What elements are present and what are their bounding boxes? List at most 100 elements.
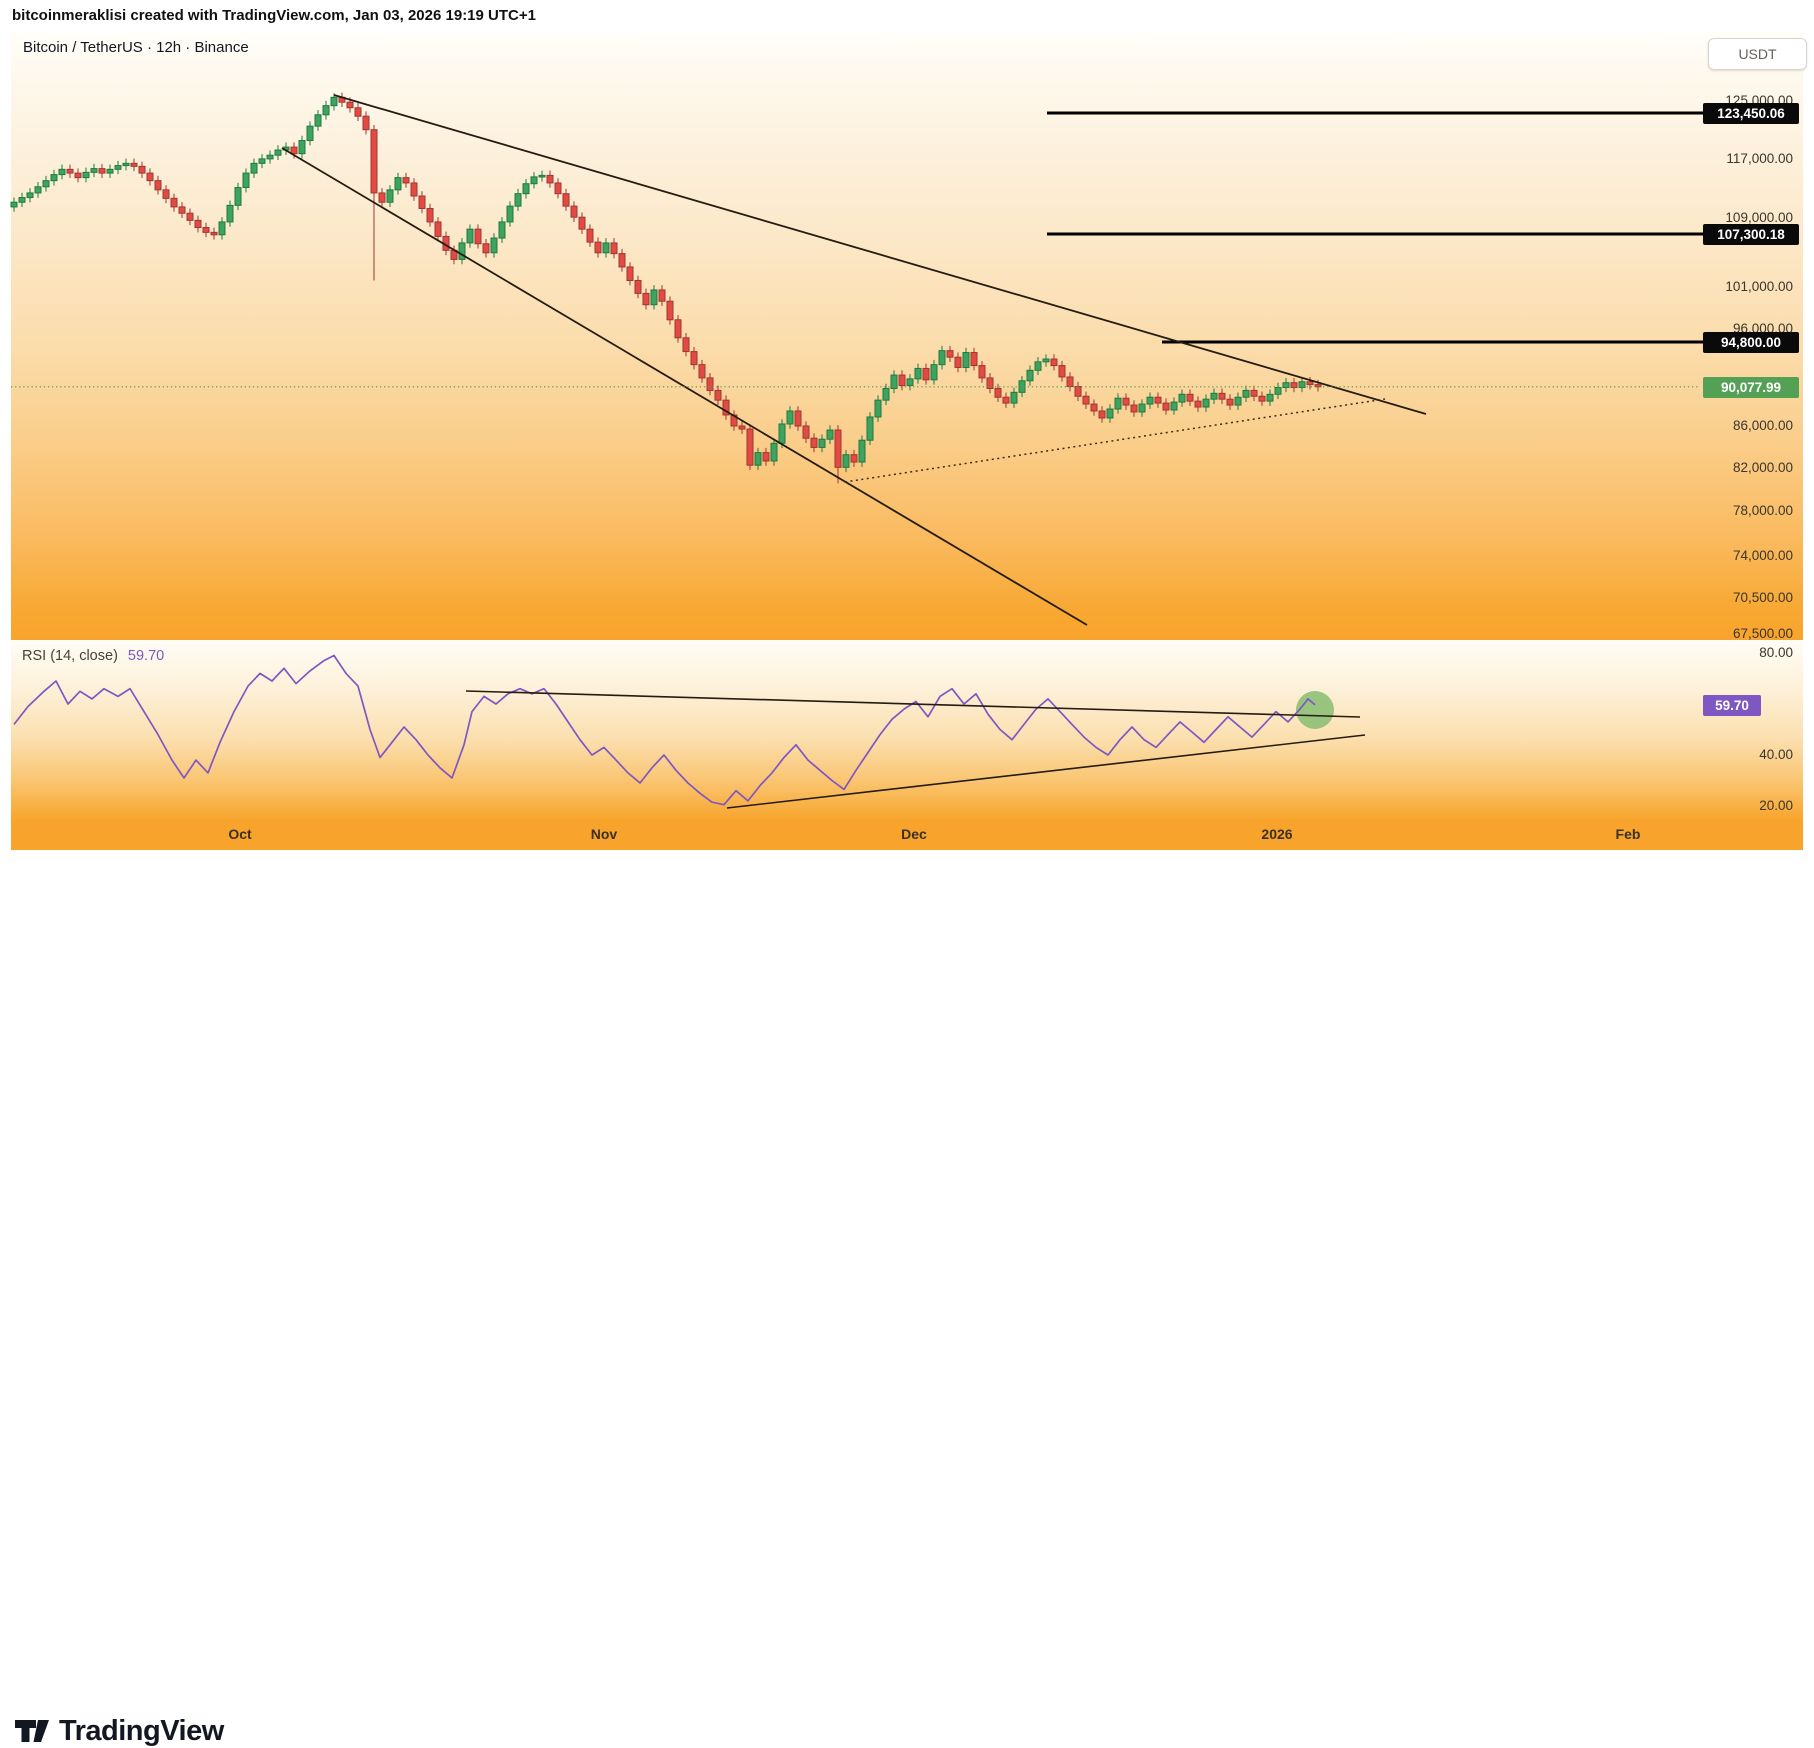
- candle-body: [370, 129, 378, 194]
- candle-body: [306, 125, 314, 142]
- candle-body: [434, 221, 442, 237]
- candle-body: [914, 367, 922, 380]
- candle-body: [586, 228, 594, 243]
- candle-body: [1202, 398, 1210, 408]
- candle-body: [1226, 398, 1234, 406]
- price-axis-label: 40.00: [1759, 747, 1793, 762]
- time-axis-label: 2026: [1261, 826, 1293, 842]
- price-badge: 107,300.18: [1703, 223, 1799, 245]
- rsi-trend-lower: [726, 734, 1366, 809]
- candle-body: [666, 300, 674, 321]
- candle-body: [330, 96, 338, 107]
- candle-body: [266, 154, 274, 160]
- rsi-pane-background: [11, 640, 1803, 820]
- candle-body: [202, 227, 210, 233]
- candle-body: [146, 172, 154, 182]
- candle-body: [850, 454, 858, 463]
- chart-canvas[interactable]: [0, 0, 1814, 925]
- candle-body: [866, 416, 874, 441]
- candle-body: [1130, 404, 1138, 413]
- candle-body: [194, 219, 202, 229]
- tradingview-logo-icon: [15, 1720, 49, 1742]
- candle-body: [298, 140, 306, 155]
- candle-body: [74, 172, 82, 179]
- candle-body: [554, 182, 562, 195]
- chart-area[interactable]: [11, 32, 1803, 850]
- price-axis-label: 67,500.00: [1732, 626, 1793, 641]
- candle-body: [170, 197, 178, 208]
- candle-body: [274, 149, 282, 156]
- candle-body: [602, 242, 610, 254]
- candle-body: [242, 172, 250, 189]
- candle-body: [1290, 382, 1298, 389]
- wedge-upper: [333, 94, 1427, 415]
- candle-body: [634, 280, 642, 294]
- rsi-highlight-circle: [1296, 691, 1334, 729]
- price-axis-label: 101,000.00: [1725, 279, 1793, 294]
- top-attribution-bar: bitcoinmeraklisi created with TradingVie…: [0, 0, 1814, 32]
- price-axis-label: 82,000.00: [1732, 460, 1793, 475]
- rsi-line: [13, 654, 1316, 806]
- candle-body: [522, 183, 530, 195]
- attribution-text: bitcoinmeraklisi created with TradingVie…: [12, 7, 536, 24]
- time-axis-label: Oct: [228, 826, 252, 842]
- candle-body: [1114, 397, 1122, 410]
- candle-body: [754, 452, 762, 466]
- candle-body: [1274, 387, 1282, 395]
- candle-body: [530, 176, 538, 185]
- candle-body: [114, 165, 122, 170]
- candle-body: [802, 425, 810, 439]
- candle-body: [722, 399, 730, 416]
- candle-body: [1210, 392, 1218, 400]
- candle-body: [1066, 376, 1074, 388]
- candle-body: [1242, 389, 1250, 398]
- candle-body: [1026, 369, 1034, 382]
- candle-body: [66, 168, 74, 174]
- currency-toggle-button[interactable]: USDT: [1708, 38, 1807, 70]
- candle-body: [362, 115, 370, 131]
- candle-body: [1058, 365, 1066, 378]
- candle-body: [154, 180, 162, 191]
- candle-body: [1034, 361, 1042, 371]
- candle-body: [1234, 396, 1242, 406]
- candle-body: [410, 182, 418, 197]
- candle-body: [1266, 393, 1274, 402]
- candle-body: [970, 352, 978, 367]
- candle-body: [82, 171, 90, 179]
- tradingview-logo[interactable]: TradingView: [14, 1714, 224, 1748]
- candle-body: [10, 201, 18, 208]
- time-axis[interactable]: [11, 820, 1803, 850]
- candle-body: [234, 187, 242, 206]
- candle-body: [882, 387, 890, 401]
- candle-body: [1218, 392, 1226, 400]
- candle-body: [1098, 410, 1106, 419]
- candle-body: [130, 162, 138, 167]
- rsi-trend-upper: [465, 690, 1361, 718]
- candle-body: [178, 206, 186, 214]
- candle-body: [906, 378, 914, 387]
- candle-body: [938, 350, 946, 366]
- candle-body: [1050, 358, 1058, 367]
- candle-body: [786, 410, 794, 425]
- tradingview-logo-text: TradingView: [59, 1714, 224, 1747]
- candle-body: [1282, 382, 1290, 389]
- candle-body: [714, 389, 722, 401]
- candle-body: [1306, 381, 1314, 386]
- candle-body: [562, 193, 570, 207]
- candle-body: [402, 177, 410, 184]
- candle-body: [890, 374, 898, 389]
- candle-body: [778, 423, 786, 444]
- candle-body: [378, 192, 386, 203]
- candle-body: [490, 237, 498, 254]
- candle-body: [386, 189, 394, 203]
- candle-body: [226, 204, 234, 223]
- candle-body: [1002, 396, 1010, 404]
- candle-body: [322, 105, 330, 116]
- candle-body: [258, 158, 266, 164]
- candle-body: [642, 292, 650, 306]
- candle-body: [1186, 393, 1194, 402]
- candle-body: [706, 377, 714, 391]
- candle-body: [18, 197, 26, 203]
- rsi-indicator-legend: RSI (14, close) 59.70: [22, 648, 164, 664]
- candle-body: [898, 374, 906, 387]
